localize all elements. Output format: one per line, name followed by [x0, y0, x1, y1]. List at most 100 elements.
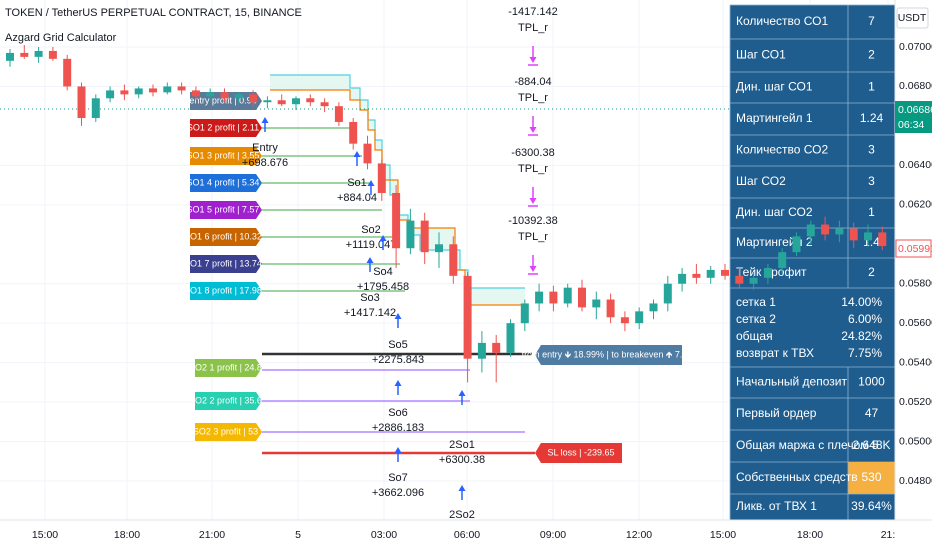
time-tick-label: 21:: [881, 529, 896, 541]
profit-tag: SO1 3 profit | 3.55: [187, 147, 262, 165]
candle-body: [835, 228, 844, 235]
time-tick-label: 09:00: [540, 529, 566, 541]
time-tick-label: 21:00: [199, 529, 225, 541]
candle-body: [635, 311, 644, 324]
order-amount: +1795.458: [357, 281, 409, 293]
order-name: So6: [388, 407, 408, 419]
time-tick-label: 06:00: [454, 529, 480, 541]
candle-body: [320, 102, 329, 107]
candle-body: [363, 143, 372, 164]
profit-tag: SO1 5 profit | 7.57: [187, 201, 262, 219]
table-value: 47: [865, 406, 879, 420]
candle-body: [20, 52, 29, 57]
tag-text: SO1 8 profit | 17.98: [184, 285, 262, 295]
table-label: Дин. шаг СО2: [736, 205, 813, 219]
tag-shape: [190, 255, 262, 273]
tag-shape: [195, 423, 262, 441]
arrow-head: [366, 257, 374, 263]
candles: [6, 45, 887, 383]
candle-body: [91, 98, 100, 119]
order-name: So3: [360, 292, 380, 304]
arrow-head: [367, 180, 375, 186]
order-amount: +698.676: [242, 157, 288, 169]
currency-box: [896, 7, 929, 29]
candle-body: [535, 291, 544, 304]
tag-shape: [190, 282, 262, 300]
candle-body: [578, 287, 586, 308]
tag-text: SL loss | -239.65: [547, 447, 614, 457]
tag-text: SO1 4 profit | 5.34: [187, 177, 260, 187]
profit-tag: SO2 2 profit | 35.6: [189, 392, 262, 410]
summary-label: сетка 2: [736, 312, 776, 326]
order-name: So7: [388, 472, 408, 484]
tpl-amount: -1417.142: [508, 6, 558, 18]
order-name: So2: [361, 224, 381, 236]
table-label: Шаг СО2: [736, 174, 786, 188]
time-tick-label: 12:00: [626, 529, 652, 541]
info-table: Количество СО1 7 Шаг СО1 2 Дин. шаг СО1 1 Март…: [729, 4, 896, 521]
summary-label: возврат к ТВХ: [736, 346, 814, 360]
table-label: Шаг СО1: [736, 48, 786, 62]
time-tick-label: 5: [295, 529, 301, 541]
profit-tag: SO1 8 profit | 17.98: [184, 282, 262, 300]
summary-label: сетка 1: [736, 295, 776, 309]
table-value: 7: [868, 14, 875, 28]
candle-body: [435, 244, 443, 253]
tag-text: SO1 6 profit | 10.32: [184, 231, 262, 241]
tag-text: SO1 3 profit | 3.55: [187, 150, 260, 160]
drawdown-tag: from entry 🡻 18.99% | to breakeven 🡹 7.7…: [522, 345, 700, 365]
candle-body: [420, 220, 429, 253]
candle-body: [191, 90, 200, 97]
candle-body: [292, 98, 300, 105]
table-label: Собственных средств: [736, 470, 858, 484]
tag-text: SO1 7 profit | 13.74: [184, 258, 262, 268]
table-label: Количество СО2: [736, 143, 829, 157]
annotations: entry profit | 0.94 SO1 2 profit | 2.11 SO…: [184, 6, 700, 521]
candle-body: [392, 192, 401, 249]
arrow-head: [394, 380, 402, 386]
tag-text: SO1 5 profit | 7.57: [187, 204, 260, 214]
profit-tag: SO2 3 profit | 53: [193, 423, 262, 441]
tag-text: SO1 2 profit | 2.11: [187, 122, 259, 132]
candle-body: [821, 224, 830, 235]
table-label: Ликв. от ТВХ 1: [736, 499, 817, 513]
summary-value: 6.00%: [848, 312, 882, 326]
order-name: Entry: [252, 142, 278, 154]
summary-value: 14.00%: [841, 295, 882, 309]
tpl-label: TPL_r: [518, 22, 548, 34]
profit-tag: entry profit | 0.94: [189, 92, 262, 110]
candle-body: [864, 232, 872, 241]
arrow-head: [261, 117, 269, 123]
candle-body: [878, 232, 887, 247]
arrow-head: [394, 447, 402, 453]
tag-shape: [195, 392, 262, 410]
candle-body: [735, 275, 744, 284]
order-name: 2So2: [449, 509, 475, 521]
order-amount: +884.04: [337, 192, 377, 204]
table-value: 2: [868, 265, 875, 279]
time-tick-label: 18:00: [114, 529, 140, 541]
tpl-amount: -6300.38: [511, 147, 554, 159]
tag-shape: [190, 174, 262, 192]
candle-body: [520, 303, 529, 324]
table-label: Мартингейл 1: [736, 111, 813, 125]
candle-body: [63, 58, 72, 87]
candle-body: [663, 283, 672, 304]
tpl-label: TPL_r: [518, 92, 548, 104]
order-amount: +1417.142: [344, 307, 396, 319]
candle-body: [249, 94, 258, 103]
price-tick-label: 0.04800: [899, 475, 932, 487]
candle-body: [492, 342, 501, 353]
candle-body: [549, 291, 558, 304]
arrow-head: [529, 198, 537, 204]
candle-body: [692, 273, 701, 278]
profit-tag: SO1 7 profit | 13.74: [184, 255, 262, 273]
tag-shape: [190, 201, 262, 219]
time-tick-label: 15:00: [710, 529, 736, 541]
